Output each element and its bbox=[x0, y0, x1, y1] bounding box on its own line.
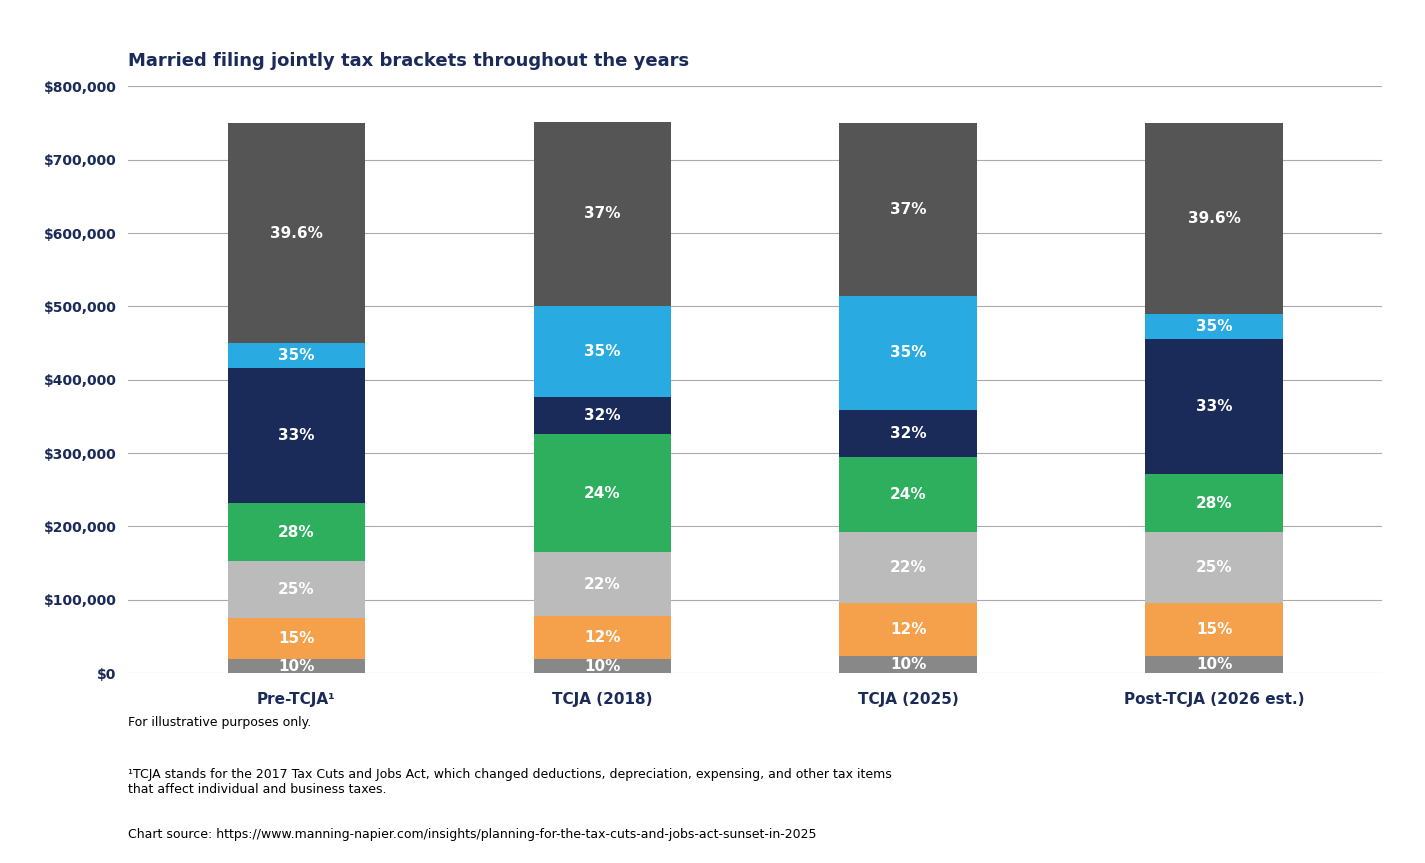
Bar bbox=[1146, 603, 1282, 656]
Text: 10%: 10% bbox=[278, 658, 315, 674]
Text: 35%: 35% bbox=[278, 348, 315, 363]
Text: 32%: 32% bbox=[584, 408, 621, 423]
Text: 35%: 35% bbox=[584, 344, 620, 359]
Text: 28%: 28% bbox=[1196, 496, 1233, 511]
Text: 25%: 25% bbox=[278, 582, 315, 597]
Bar bbox=[228, 123, 365, 343]
Bar bbox=[839, 656, 978, 673]
Bar bbox=[533, 123, 671, 306]
Text: 35%: 35% bbox=[891, 345, 926, 360]
Bar bbox=[228, 561, 365, 618]
Text: 37%: 37% bbox=[891, 202, 926, 217]
Text: 25%: 25% bbox=[1196, 560, 1233, 576]
Bar bbox=[839, 532, 978, 603]
Text: 33%: 33% bbox=[278, 428, 315, 443]
Bar bbox=[533, 659, 671, 673]
Text: 10%: 10% bbox=[1196, 657, 1233, 672]
Text: 22%: 22% bbox=[584, 576, 621, 592]
Text: 10%: 10% bbox=[891, 657, 926, 672]
Text: 32%: 32% bbox=[889, 426, 926, 441]
Bar bbox=[228, 343, 365, 369]
Text: 24%: 24% bbox=[889, 487, 926, 502]
Text: 15%: 15% bbox=[278, 631, 315, 646]
Bar bbox=[1146, 475, 1282, 532]
Bar bbox=[839, 457, 978, 532]
Text: For illustrative purposes only.: For illustrative purposes only. bbox=[128, 716, 312, 729]
Bar bbox=[533, 306, 671, 397]
Bar bbox=[1146, 656, 1282, 673]
Text: 12%: 12% bbox=[891, 622, 926, 637]
Bar bbox=[1146, 314, 1282, 339]
Bar bbox=[228, 618, 365, 659]
Bar bbox=[533, 552, 671, 616]
Bar bbox=[839, 123, 978, 295]
Text: 22%: 22% bbox=[889, 560, 926, 576]
Bar bbox=[228, 369, 365, 503]
Bar bbox=[839, 410, 978, 457]
Bar bbox=[839, 295, 978, 410]
Text: 37%: 37% bbox=[584, 206, 620, 222]
Text: 35%: 35% bbox=[1196, 319, 1233, 335]
Bar bbox=[1146, 532, 1282, 603]
Bar bbox=[533, 397, 671, 434]
Bar bbox=[1146, 123, 1282, 314]
Text: 15%: 15% bbox=[1196, 622, 1233, 637]
Text: 39.6%: 39.6% bbox=[1187, 211, 1241, 226]
Text: ¹TCJA stands for the 2017 Tax Cuts and Jobs Act, which changed deductions, depre: ¹TCJA stands for the 2017 Tax Cuts and J… bbox=[128, 768, 892, 796]
Text: 28%: 28% bbox=[278, 525, 315, 539]
Text: 10%: 10% bbox=[584, 658, 620, 674]
Text: Chart source: https://www.manning-napier.com/insights/planning-for-the-tax-cuts-: Chart source: https://www.manning-napier… bbox=[128, 828, 817, 841]
Bar bbox=[1146, 339, 1282, 475]
Bar bbox=[228, 503, 365, 561]
Text: 12%: 12% bbox=[584, 630, 620, 646]
Text: Married filing jointly tax brackets throughout the years: Married filing jointly tax brackets thro… bbox=[128, 52, 690, 70]
Bar bbox=[533, 616, 671, 659]
Text: 24%: 24% bbox=[584, 486, 621, 501]
Text: 39.6%: 39.6% bbox=[269, 225, 323, 241]
Bar bbox=[839, 603, 978, 656]
Bar bbox=[228, 659, 365, 673]
Text: 33%: 33% bbox=[1196, 400, 1233, 414]
Bar bbox=[533, 434, 671, 552]
